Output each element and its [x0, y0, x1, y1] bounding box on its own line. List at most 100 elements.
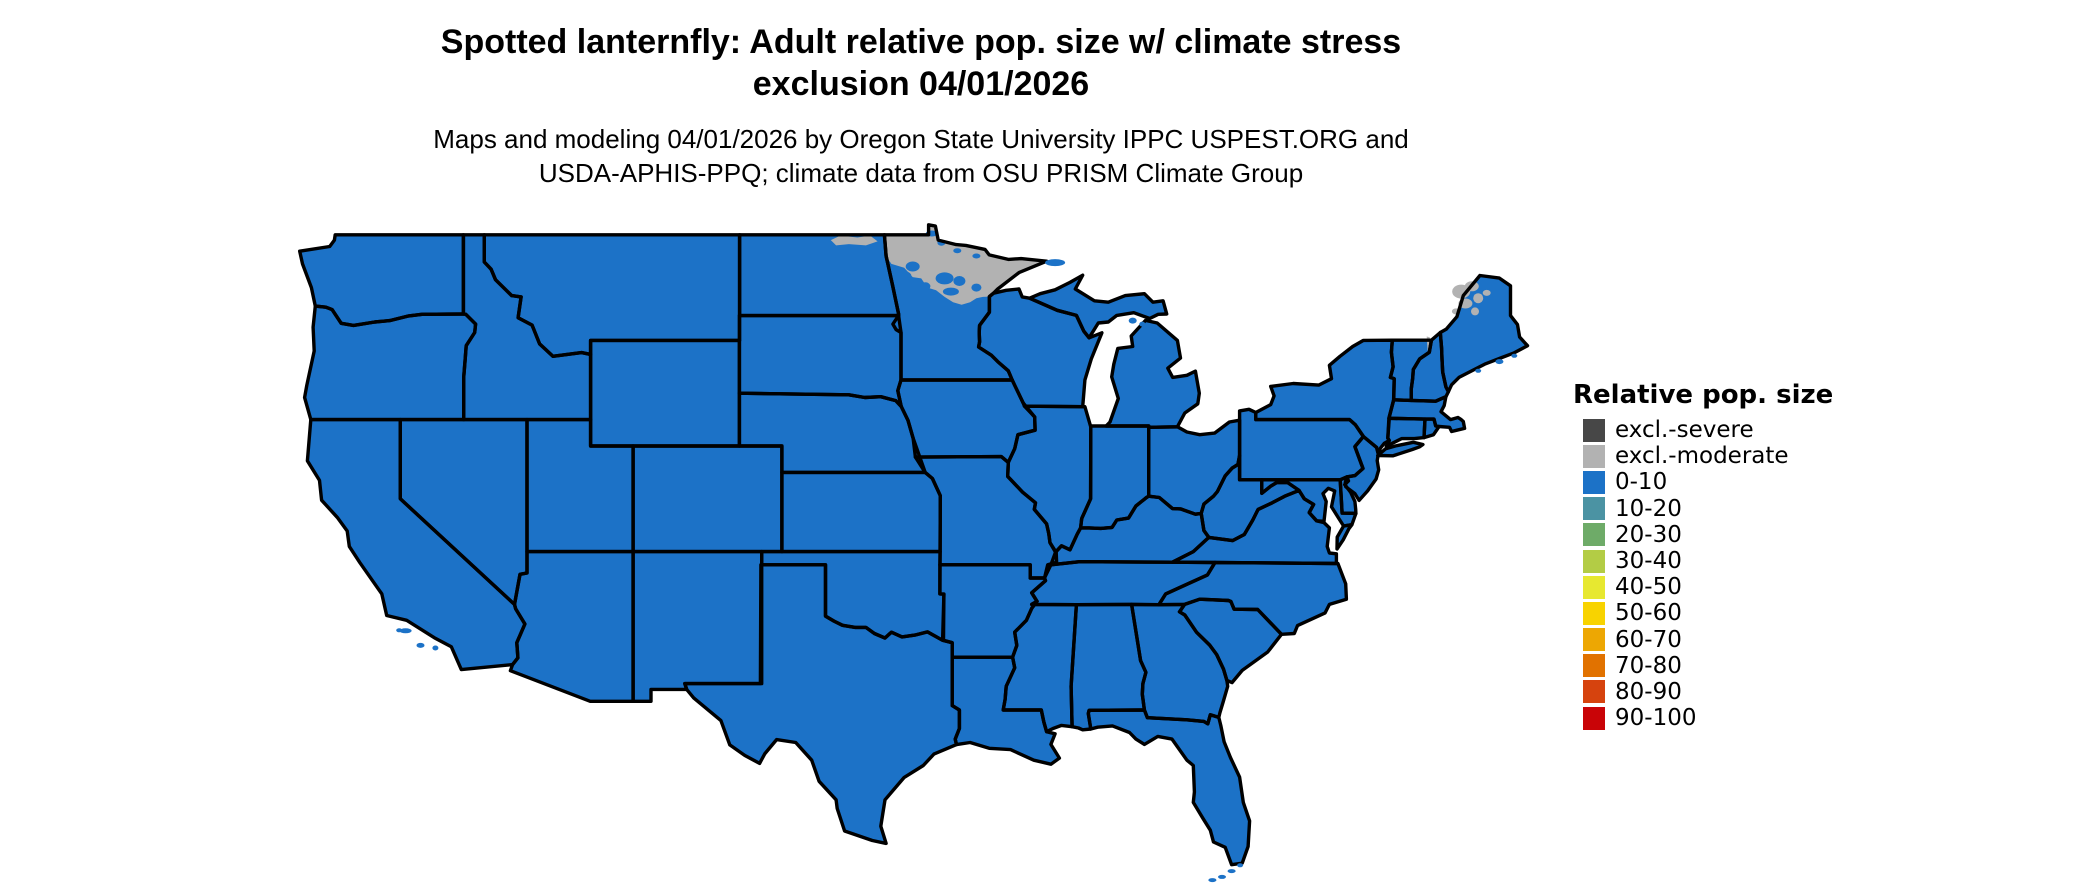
legend-item-label: excl.-severe: [1615, 417, 1754, 444]
state-ny-long-island: [1377, 442, 1423, 456]
lake-spot: [942, 287, 959, 296]
title-line-2: exclusion 04/01/2026: [752, 65, 1090, 103]
island-spot: [1045, 259, 1066, 267]
legend-item: excl.-severe: [1573, 417, 1833, 443]
state-pa: [1239, 409, 1364, 480]
legend-swatch: [1583, 680, 1605, 704]
figure-title: Spotted lanternfly: Adult relative pop. …: [171, 21, 1671, 105]
exclusion-moderate-patch: [1473, 293, 1484, 304]
state-mi-upper: [1029, 275, 1167, 338]
exclusion-moderate-minnesota: [884, 224, 1047, 305]
state-sc: [1179, 599, 1282, 683]
subtitle-line-1: Maps and modeling 04/01/2026 by Oregon S…: [433, 124, 1409, 154]
state-ne: [739, 393, 926, 473]
island-spot: [399, 628, 412, 634]
state-in: [1080, 426, 1149, 529]
legend-swatch: [1583, 601, 1605, 625]
state-sd: [739, 315, 902, 407]
state-wi: [978, 289, 1102, 407]
state-ma: [1388, 396, 1465, 432]
state-mo: [915, 456, 1057, 578]
island-spot: [1208, 878, 1217, 883]
legend-swatch: [1583, 470, 1605, 494]
exclusion-moderate-patch: [1471, 307, 1479, 316]
state-az-border: [508, 549, 635, 703]
state-ga: [1131, 604, 1228, 724]
state-ca: [307, 419, 525, 670]
lake-spot: [901, 271, 912, 280]
lakes: [901, 230, 982, 296]
lake-spot: [972, 253, 981, 259]
state-ky: [1050, 496, 1209, 565]
state-wv-border: [1199, 453, 1301, 543]
state-wy: [590, 340, 740, 446]
island-spot: [1495, 359, 1504, 365]
lake-spot: [953, 248, 962, 254]
legend-swatch: [1583, 418, 1605, 442]
legend-swatch: [1583, 444, 1605, 468]
state-fills: [299, 224, 1528, 865]
state-ok: [761, 551, 944, 641]
legend-swatch: [1583, 549, 1605, 573]
legend-item-label: 90-100: [1615, 705, 1697, 732]
state-ny-long-island-border: [1376, 440, 1425, 458]
lake-spot: [935, 272, 954, 285]
legend-item: 70-80: [1573, 653, 1833, 679]
legend-item: 20-30: [1573, 522, 1833, 548]
state-va: [1172, 490, 1337, 564]
us-map: [294, 219, 1539, 891]
island-spot: [1227, 869, 1236, 874]
legend-item-label: 10-20: [1615, 495, 1682, 522]
state-ks: [781, 472, 941, 552]
state-il: [1007, 406, 1091, 553]
state-nh: [1411, 332, 1449, 402]
lake-spot: [920, 282, 931, 291]
legend-title: Relative pop. size: [1573, 380, 1834, 410]
legend-item-label: 60-70: [1615, 626, 1682, 653]
exclusion-moderate-patch: [1482, 289, 1491, 296]
state-nv: [400, 419, 527, 605]
legend-items: excl.-severe excl.-moderate 0-10 10-20 20-30…: [1573, 417, 1833, 731]
legend-swatch: [1583, 497, 1605, 521]
island-spot: [416, 642, 425, 648]
state-tn: [1031, 561, 1215, 605]
legend-item: 0-10: [1573, 469, 1833, 495]
figure-subtitle: Maps and modeling 04/01/2026 by Oregon S…: [171, 122, 1671, 190]
state-borders: [298, 223, 1530, 867]
title-line-1: Spotted lanternfly: Adult relative pop. …: [440, 23, 1402, 61]
state-mi-upper-border: [1027, 273, 1169, 340]
exclusion-moderate-north-dakota: [830, 235, 878, 246]
legend-item: 90-100: [1573, 705, 1833, 731]
legend-item-label: 50-60: [1615, 600, 1682, 627]
state-nd: [739, 234, 899, 316]
legend-item-label: excl.-moderate: [1615, 443, 1789, 470]
legend-item-label: 0-10: [1615, 469, 1668, 496]
state-nj-border: [1343, 434, 1381, 503]
state-fl-border: [1086, 708, 1252, 867]
us-map-svg: [298, 223, 1530, 883]
state-ar: [939, 564, 1046, 658]
legend-item-label: 80-90: [1615, 678, 1682, 705]
state-az: [510, 551, 634, 702]
legend-item-label: 40-50: [1615, 574, 1682, 601]
legend-item: 30-40: [1573, 548, 1833, 574]
legend-item: 10-20: [1573, 496, 1833, 522]
legend-swatch: [1583, 575, 1605, 599]
state-ms: [1003, 601, 1077, 732]
legend-item: excl.-moderate: [1573, 443, 1833, 469]
state-ct: [1386, 418, 1425, 447]
legend-item: 50-60: [1573, 600, 1833, 626]
island-spot: [396, 628, 403, 633]
legend-item: 80-90: [1573, 679, 1833, 705]
island-spot: [1475, 368, 1482, 373]
island-spot: [1139, 321, 1146, 327]
legend: Relative pop. size excl.-severe excl.-mod…: [1573, 381, 1833, 731]
state-nm: [633, 551, 762, 702]
legend-swatch: [1583, 523, 1605, 547]
lake-spot: [953, 276, 966, 286]
legend-item-label: 70-80: [1615, 652, 1682, 679]
state-co: [633, 446, 782, 552]
island-spot: [1511, 353, 1518, 358]
state-ut: [527, 419, 634, 552]
